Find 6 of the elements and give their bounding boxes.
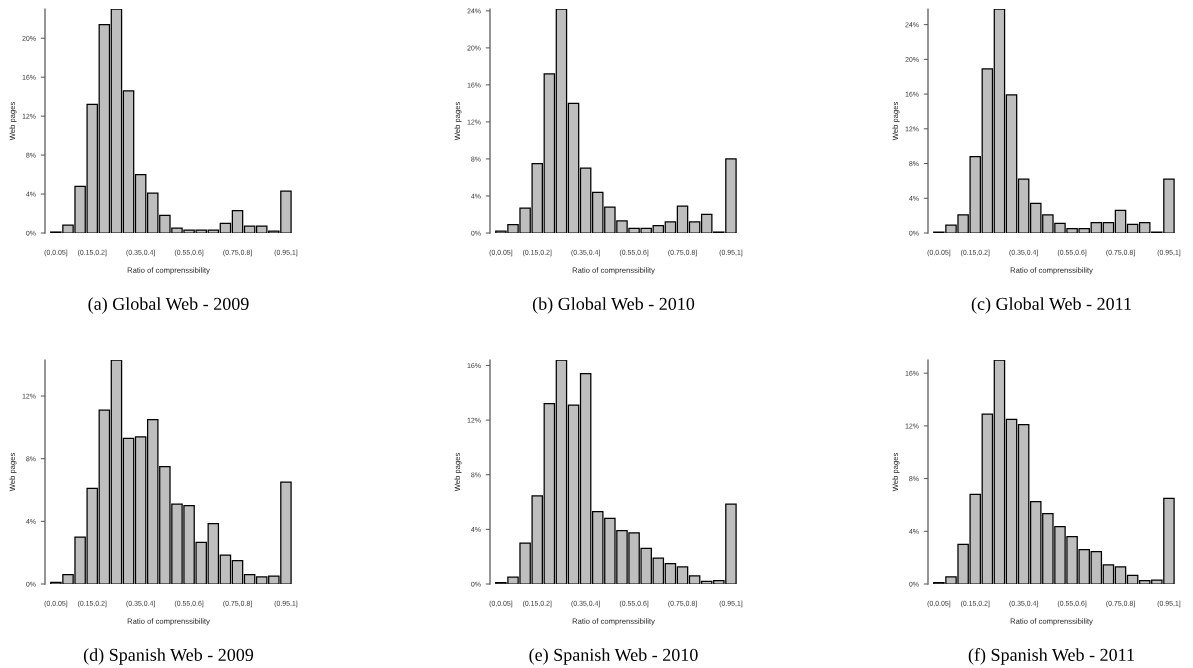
text: (d) Spanish Web - 2009 — [83, 648, 254, 665]
text: (c) Global Web - 2011 — [971, 297, 1131, 314]
text: (e) Spanish Web - 2010 — [529, 648, 698, 665]
text: (b) Global Web - 2010 — [532, 297, 695, 314]
text: (a) Global Web - 2009 — [88, 297, 249, 314]
text: (f) Spanish Web - 2011 — [968, 648, 1134, 665]
